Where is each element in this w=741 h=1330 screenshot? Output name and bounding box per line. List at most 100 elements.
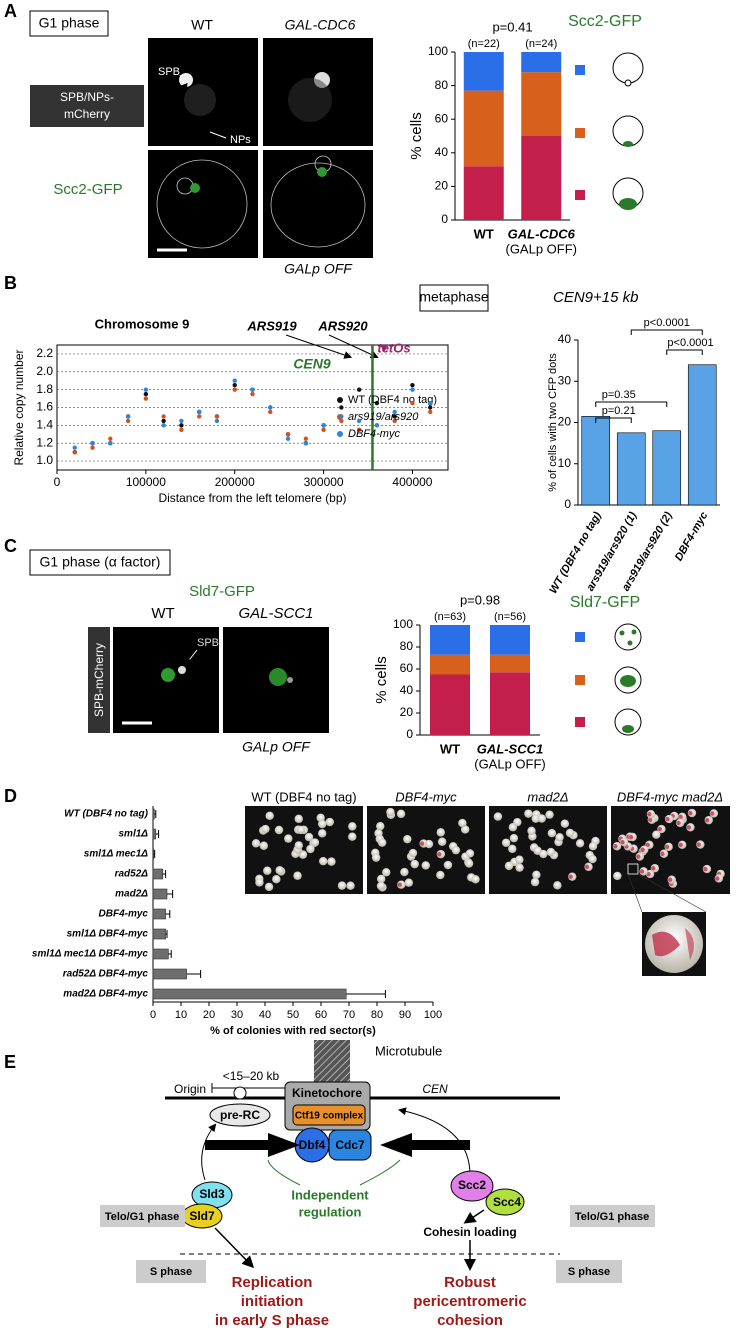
- data-point: [108, 441, 113, 446]
- data-point: [374, 400, 380, 406]
- data-point: [285, 436, 291, 441]
- legend-label: WT (DBF4 no tag): [348, 394, 437, 406]
- n-label: (n=56): [494, 611, 526, 623]
- column-label: GAL-SCC1: [238, 605, 313, 622]
- nps-label: NPs: [230, 134, 251, 146]
- y-tick-label: 20: [435, 179, 449, 193]
- data-point: [108, 436, 113, 441]
- y-tick-label: 10: [558, 456, 572, 470]
- bar: [652, 430, 682, 506]
- bar-segment: [430, 625, 470, 655]
- channel-label: mCherry: [64, 107, 110, 121]
- x-tick-label: 300000: [304, 475, 344, 489]
- data-point: [356, 427, 362, 433]
- x-tick-label: 80: [371, 1009, 383, 1021]
- y-tick-label: 1.4: [36, 418, 53, 432]
- label-box: [419, 284, 489, 312]
- data-point: [250, 387, 255, 392]
- annotation: ARS919: [246, 318, 297, 333]
- y-tick-label: 80: [400, 639, 414, 653]
- diagram-label: cohesion: [437, 1312, 503, 1329]
- legend-swatch: [575, 717, 585, 727]
- data-point: [72, 445, 77, 450]
- data-point: [428, 400, 433, 406]
- data-point: [143, 387, 149, 392]
- data-point: [214, 418, 220, 424]
- p-value: p<0.0001: [667, 337, 713, 349]
- diagram-label: S phase: [150, 1266, 192, 1278]
- panel-letter: E: [4, 1052, 16, 1072]
- y-tick-label: 1.0: [36, 453, 53, 467]
- diagram-label: Dbf4: [299, 1138, 326, 1152]
- bar-segment: [490, 625, 530, 655]
- bar-segment: [463, 52, 504, 91]
- data-point: [321, 427, 326, 433]
- x-axis-label: Distance from the left telomere (bp): [158, 491, 346, 505]
- panel-letter: C: [4, 536, 17, 556]
- data-point: [268, 409, 273, 415]
- y-tick-label: sml1Δ DBF4-myc: [67, 929, 149, 940]
- data-point: [143, 391, 149, 397]
- y-axis-label: % cells: [408, 112, 425, 160]
- legend-swatch: [575, 632, 585, 642]
- y-tick-label: rad52Δ DBF4-myc: [63, 969, 149, 980]
- y-tick-label: sml1Δ mec1Δ: [84, 849, 148, 860]
- legend-swatch: [575, 190, 585, 200]
- legend-title: Scc2-GFP: [568, 13, 642, 30]
- data-point: [161, 423, 166, 428]
- y-tick-label: sml1Δ: [118, 829, 148, 840]
- column-label: WT: [191, 17, 213, 33]
- annotation-arrow: [285, 334, 353, 359]
- diagram-label: Telo/G1 phase: [575, 1211, 649, 1223]
- data-point: [392, 409, 397, 415]
- n-label: (n=63): [434, 611, 466, 623]
- y-tick-label: 40: [435, 145, 449, 159]
- legend-icons: [614, 623, 642, 736]
- diagram-label: Kinetochore: [292, 1086, 362, 1100]
- data-point: [90, 445, 95, 450]
- data-point: [161, 414, 166, 419]
- condition-label: GALp OFF: [242, 739, 311, 755]
- image-title: DBF4-myc: [395, 789, 457, 804]
- bar: [152, 808, 155, 820]
- image-title: DBF4-myc mad2Δ: [617, 789, 723, 804]
- data-point: [303, 436, 309, 441]
- diagram-label: in early S phase: [215, 1312, 329, 1329]
- data-point: [321, 423, 326, 428]
- bar-segment: [430, 654, 470, 675]
- legend-swatch: [575, 65, 585, 75]
- y-tick-label: WT (DBF4 no tag): [64, 809, 149, 820]
- channel-label: SPB-mCherry: [92, 643, 106, 717]
- data-point: [179, 418, 184, 424]
- micrographs: [148, 38, 373, 258]
- micrographs: [88, 627, 329, 733]
- diagram-label: regulation: [299, 1204, 362, 1219]
- y-tick-label: DBF4-myc: [99, 909, 149, 920]
- bar: [152, 848, 155, 860]
- annotation-marker: [380, 345, 389, 352]
- y-tick-label: 20: [558, 415, 572, 429]
- bar: [687, 364, 717, 506]
- y-tick-label: 100: [428, 44, 448, 58]
- error-bar: [167, 890, 174, 898]
- data-point: [232, 382, 237, 388]
- channel-label: SPB/NPs-: [60, 90, 114, 104]
- legend-marker: [337, 431, 343, 437]
- column-label: WT: [151, 605, 174, 622]
- y-tick-label: 2.2: [36, 346, 53, 360]
- y-tick-label: 40: [558, 332, 572, 346]
- x-tick-label: 20: [203, 1009, 215, 1021]
- legend-swatch: [575, 675, 585, 685]
- category-label: GAL-CDC6: [508, 226, 576, 241]
- legend-label: ars919/ars920: [348, 411, 419, 423]
- y-tick-label: 100: [393, 617, 413, 631]
- spb-label: SPB: [158, 66, 180, 78]
- diagram-label: pericentromeric: [413, 1293, 526, 1310]
- diagram-label: Cohesin loading: [423, 1225, 516, 1239]
- y-tick-label: 0: [441, 212, 448, 226]
- panel-letter: D: [4, 786, 17, 806]
- bar: [152, 988, 347, 1000]
- image-title: mad2Δ: [527, 789, 568, 804]
- condition-label: GALp OFF: [284, 261, 353, 277]
- legend-swatch: [575, 128, 585, 138]
